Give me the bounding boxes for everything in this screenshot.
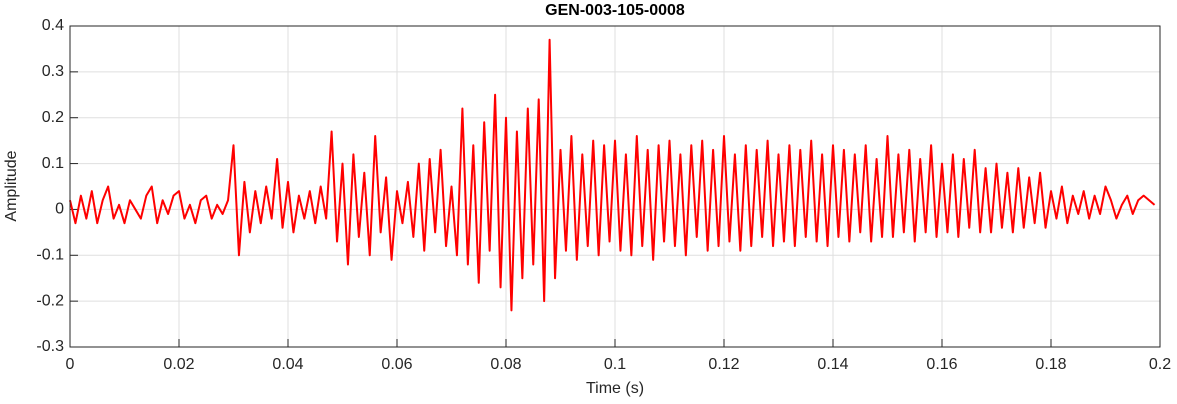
x-tick-label: 0.16 — [926, 356, 957, 373]
plot-frame — [69, 25, 1161, 348]
y-tick-label: -0.1 — [36, 247, 64, 264]
y-tick-label: -0.3 — [36, 338, 64, 355]
x-tick-label: 0.2 — [1149, 356, 1171, 373]
y-tick-label: 0 — [55, 201, 64, 218]
chart-title: GEN-003-105-0008 — [545, 2, 685, 19]
y-axis-label: Amplitude — [3, 150, 20, 221]
y-tick-label: 0.3 — [42, 63, 64, 80]
x-tick-label: 0.12 — [708, 356, 739, 373]
x-tick-label: 0.02 — [163, 356, 194, 373]
x-tick-label: 0.04 — [272, 356, 303, 373]
y-tick-label: 0.4 — [42, 17, 64, 34]
y-tick-label: -0.2 — [36, 292, 64, 309]
x-tick-label: 0.14 — [817, 356, 848, 373]
x-tick-label: 0.08 — [490, 356, 521, 373]
y-tick-label: 0.2 — [42, 109, 64, 126]
y-tick-label: 0.1 — [42, 155, 64, 172]
data-line — [69, 38, 1156, 312]
x-tick-label: 0.1 — [604, 356, 626, 373]
x-tick-label: 0 — [66, 356, 75, 373]
x-tick-label: 0.18 — [1035, 356, 1066, 373]
x-axis-label: Time (s) — [586, 380, 644, 397]
x-tick-label: 0.06 — [381, 356, 412, 373]
